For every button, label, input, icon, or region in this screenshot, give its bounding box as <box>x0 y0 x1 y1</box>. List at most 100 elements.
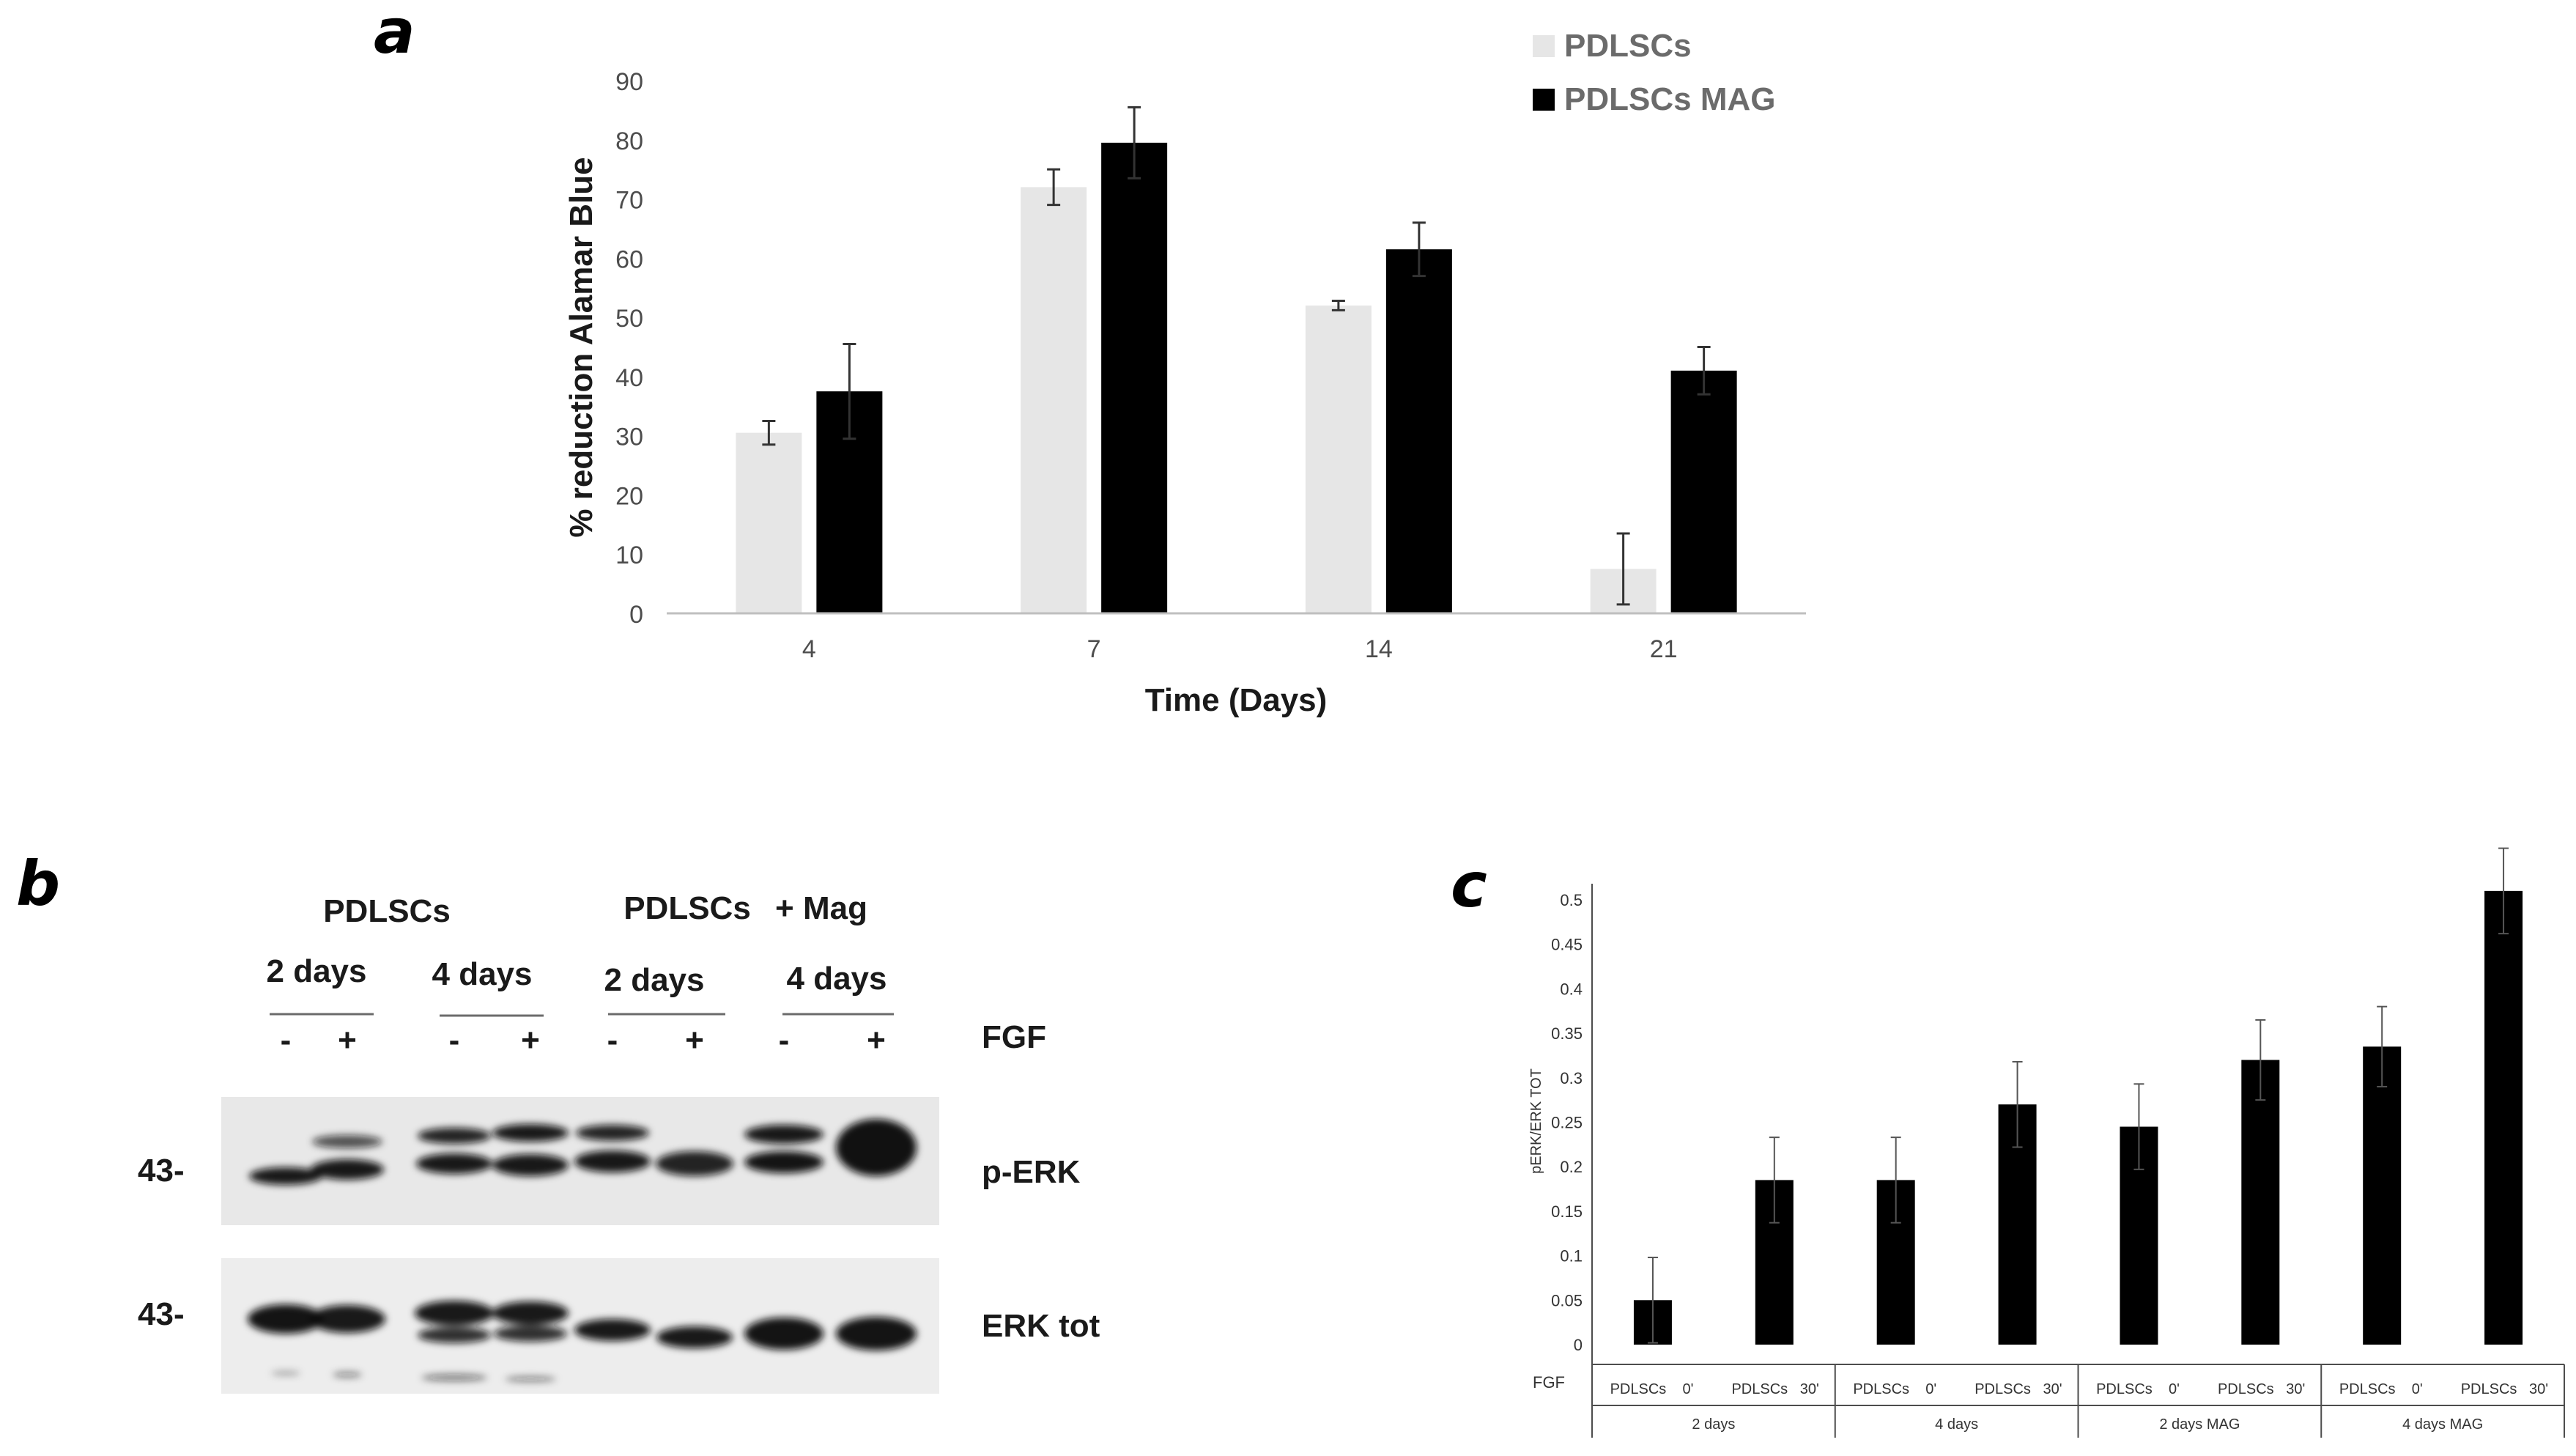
chart-a-bar-pdlscs-mag-day-21 <box>1670 370 1737 613</box>
blot-band <box>836 1317 917 1350</box>
chart-c-x-tick-labels: PDLSCs 0' PDLSCs 30' PDLSCs 0' PDLSCs 30' PDLSCs… <box>1591 1364 2565 1438</box>
chart-c-fgf-time-label: 0' <box>2169 1381 2180 1397</box>
chart-c-x-tick-label: PDLSCs <box>2096 1381 2153 1397</box>
chart-c-fgf-time-label: 30' <box>1800 1381 1819 1397</box>
chart-a-y-tick-label: 40 <box>615 364 643 392</box>
chart-a-y-tick-labels: 0 10 20 30 40 50 60 70 80 90 <box>615 68 643 629</box>
chart-c-x-tick-label: PDLSCs <box>2461 1381 2517 1397</box>
blot-label-perk: p-ERK <box>982 1154 1081 1190</box>
blot-fgf-sign: - <box>607 1022 618 1058</box>
blot-band <box>416 1153 492 1174</box>
chart-a-error-bars <box>762 106 1711 606</box>
chart-c-group-label: 4 days MAG <box>2402 1416 2483 1433</box>
chart-c-y-tick-label: 0.1 <box>1560 1247 1583 1265</box>
chart-a-y-tick-label: 0 <box>629 601 643 629</box>
chart-c-error-bars <box>1647 847 2509 1344</box>
chart-c-fgf-row-label: FGF <box>1533 1373 1565 1392</box>
blot-fgf-sign: - <box>449 1022 460 1058</box>
blot-fgf-sign: + <box>521 1022 540 1058</box>
blot-band <box>576 1125 649 1141</box>
blot-band <box>574 1319 651 1341</box>
chart-c-bars <box>1633 890 2523 1345</box>
chart-c-error-bar <box>2012 1060 2023 1148</box>
chart-c-fgf-time-label: 30' <box>2043 1381 2062 1397</box>
blot-band <box>415 1301 494 1326</box>
chart-c-y-tick-label: 0 <box>1574 1336 1583 1354</box>
blot-label-erktot: ERK tot <box>982 1308 1100 1344</box>
chart-c-error-bar <box>2255 1019 2266 1101</box>
chart-a-x-tick-label: 21 <box>1650 635 1678 663</box>
chart-c-x-tick-label: PDLSCs <box>1731 1381 1788 1397</box>
chart-c-y-tick-label: 0.3 <box>1560 1069 1583 1087</box>
blot-bands-erktot <box>248 1301 917 1382</box>
chart-c-y-axis-label: pERK/ERK TOT <box>1528 1068 1544 1174</box>
chart-a-bar-pdlscs-mag-day-7 <box>1101 142 1168 614</box>
blot-band <box>249 1167 322 1185</box>
chart-a-error-bar <box>843 342 856 440</box>
legend-swatch-pdlscs <box>1533 35 1555 57</box>
blot-band <box>744 1318 823 1350</box>
blot-fgf-label: FGF <box>982 1019 1046 1055</box>
chart-a-error-bar <box>1047 168 1061 207</box>
chart-c-x-tick-label: PDLSCs <box>2339 1381 2396 1397</box>
legend-swatch-pdlscs-mag <box>1533 89 1555 111</box>
chart-a-legend: PDLSCs PDLSCs MAG <box>1533 28 1775 117</box>
blot-band <box>418 1128 491 1144</box>
chart-c-group-label: 4 days <box>1935 1416 1978 1433</box>
chart-a-y-axis-label: % reduction Alamar Blue <box>563 157 599 537</box>
chart-c-y-tick-label: 0.05 <box>1551 1291 1583 1309</box>
chart-a-bar-pdlscs-day-7 <box>1021 187 1087 613</box>
chart-c-fgf-time-label: 0' <box>1682 1381 1693 1397</box>
chart-c-group-label: 2 days MAG <box>2159 1416 2240 1433</box>
chart-c: 0 0.05 0.1 0.15 0.2 0.25 0.3 0.35 0.4 0.45 0.5 PDL… <box>1528 847 2565 1438</box>
chart-a-x-tick-label: 7 <box>1087 635 1101 663</box>
chart-a-x-tick-label: 14 <box>1365 635 1393 663</box>
chart-a-error-bar <box>1412 221 1426 278</box>
chart-c-bar-4-days-mag-0 <box>2363 1046 2402 1345</box>
blot-band <box>418 1327 491 1343</box>
chart-c-error-bar <box>1647 1257 1658 1344</box>
chart-a-bar-pdlscs-day-14 <box>1305 305 1372 613</box>
blot-band <box>421 1374 487 1381</box>
blot-band <box>311 1159 384 1180</box>
chart-c-bar-2-days-mag-30 <box>2241 1060 2280 1345</box>
chart-a-y-tick-label: 90 <box>615 68 643 96</box>
blot-header-mag: + Mag <box>775 890 867 926</box>
blot-marker-erktot: 43- <box>138 1296 185 1332</box>
chart-a-error-bar <box>1697 346 1711 396</box>
chart-a-x-tick-labels: 4 7 14 21 <box>802 635 1678 663</box>
blot-header-pdlscs: PDLSCs <box>323 893 451 929</box>
blot-fgf-signs: - + - + - + - + <box>281 1022 886 1058</box>
blot-band <box>574 1150 651 1172</box>
chart-c-fgf-time-label: 0' <box>2412 1381 2423 1397</box>
blot-timepoint-3: 2 days <box>604 962 705 998</box>
blot-fgf-sign: + <box>685 1022 704 1058</box>
chart-c-fgf-time-label: 30' <box>2286 1381 2305 1397</box>
legend-label-pdlscs: PDLSCs <box>1564 28 1692 64</box>
blot-fgf-sign: - <box>281 1022 292 1058</box>
chart-c-x-tick-label: PDLSCs <box>1610 1381 1667 1397</box>
chart-a-error-bar <box>762 419 776 446</box>
panel-letter-a: a <box>374 0 415 67</box>
blot-timepoint-2: 4 days <box>432 956 533 992</box>
blot-header-pdlscs-mag: PDLSCs <box>623 890 751 926</box>
chart-c-error-bar <box>1769 1137 1780 1224</box>
blot-marker-perk: 43- <box>138 1153 185 1189</box>
blot-band <box>492 1301 569 1325</box>
chart-c-error-bar <box>2133 1083 2144 1170</box>
chart-c-y-tick-label: 0.25 <box>1551 1114 1583 1132</box>
chart-a-x-axis-label: Time (Days) <box>1145 682 1328 718</box>
blot-band <box>656 1326 733 1348</box>
blot-fgf-sign: + <box>867 1022 886 1058</box>
blot-bands-perk <box>249 1119 917 1185</box>
chart-c-error-bar <box>2377 1005 2388 1087</box>
blot-band <box>505 1376 556 1382</box>
blot-timepoint-4: 4 days <box>787 961 887 997</box>
chart-c-y-tick-label: 0.15 <box>1551 1202 1583 1221</box>
chart-a-error-bar <box>1331 299 1345 311</box>
blot-fgf-sign: + <box>338 1022 357 1058</box>
blot-band <box>494 1326 567 1342</box>
blot-band <box>744 1151 823 1173</box>
chart-c-y-tick-label: 0.5 <box>1560 891 1583 909</box>
blot-band <box>333 1372 362 1378</box>
